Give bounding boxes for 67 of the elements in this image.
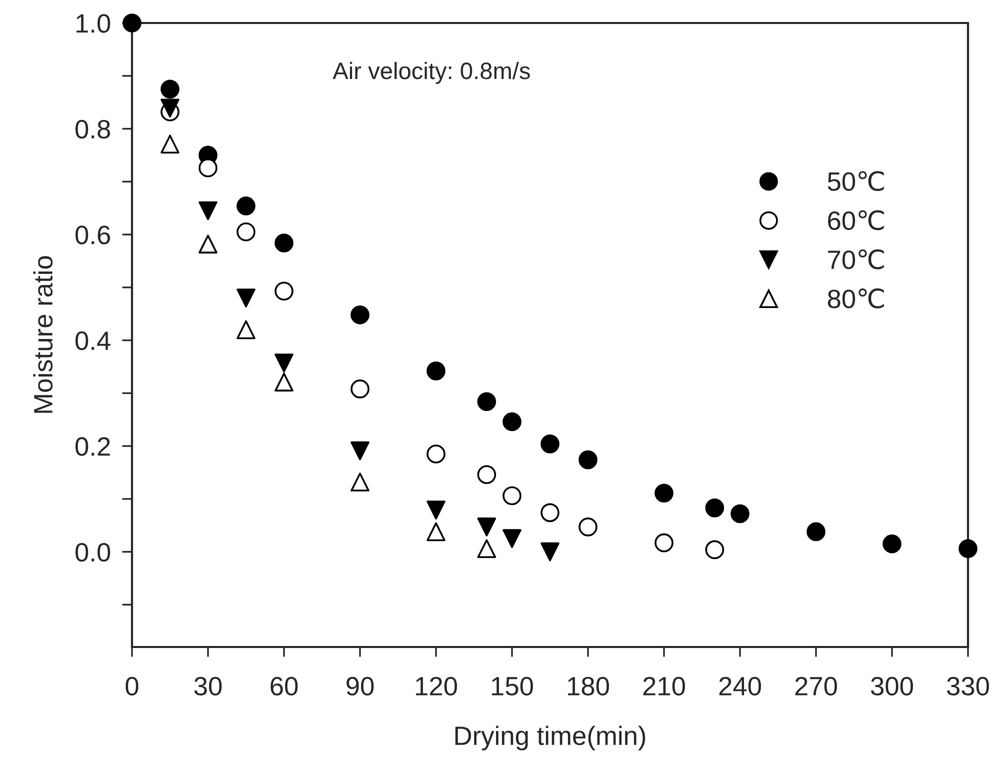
legend-label: 80℃ (828, 288, 884, 308)
point (477, 392, 496, 412)
point (198, 234, 218, 254)
point (540, 503, 560, 522)
point (274, 354, 294, 372)
y-axis-title: Moisture ratio (33, 256, 53, 413)
y-tick-label: 1.0 (76, 14, 110, 33)
y-tick-label: 0.8 (76, 120, 110, 139)
point (160, 134, 180, 154)
y-tick-label: 0.4 (76, 331, 110, 350)
point (426, 522, 446, 542)
x-tick-label: 30 (194, 676, 222, 696)
x-tick-label: 0 (126, 676, 138, 696)
point (705, 498, 724, 518)
point (730, 504, 750, 524)
point (350, 305, 370, 324)
x-tick-label: 330 (946, 676, 989, 696)
point (654, 484, 674, 503)
point (236, 288, 256, 308)
point (958, 539, 978, 558)
point (236, 222, 256, 242)
x-tick-label: 270 (795, 676, 837, 696)
point (350, 380, 370, 398)
x-tick-label: 60 (270, 676, 298, 696)
point (502, 486, 522, 506)
x-tick-label: 180 (568, 676, 609, 696)
x-tick-label: 90 (346, 676, 374, 696)
point (274, 372, 294, 392)
legend-label: 70℃ (828, 249, 884, 270)
point (578, 518, 598, 536)
point (274, 234, 294, 252)
point (705, 540, 724, 560)
point (882, 534, 902, 554)
x-tick-label: 150 (492, 676, 533, 696)
legend-label: 50℃ (828, 171, 884, 192)
point (236, 196, 256, 216)
x-tick-label: 300 (870, 676, 913, 696)
point (477, 518, 496, 536)
point (540, 542, 560, 562)
x-tick-label: 120 (416, 676, 457, 696)
point (274, 282, 294, 301)
x-tick-label: 240 (719, 676, 761, 696)
point (350, 441, 370, 460)
point (477, 539, 496, 558)
point (540, 434, 560, 454)
point (350, 472, 370, 492)
y-tick-label: 0.6 (76, 226, 110, 244)
point (502, 412, 522, 432)
point (198, 158, 218, 178)
point (654, 533, 674, 552)
x-tick-label: 210 (643, 676, 685, 696)
x-axis-title: Drying time(min) (455, 726, 646, 750)
annotation: Air velocity: 0.8m/s (332, 62, 530, 84)
point (477, 465, 496, 484)
point (578, 450, 598, 470)
point (426, 444, 446, 464)
y-tick-label: 0.2 (76, 437, 110, 456)
point (236, 320, 256, 340)
y-tick-label: 0.0 (76, 542, 110, 562)
point (426, 362, 446, 380)
point (426, 500, 446, 520)
point (198, 201, 218, 220)
point (806, 522, 826, 542)
legend-label: 60℃ (828, 210, 884, 230)
point (502, 529, 522, 548)
point (160, 98, 180, 118)
point (160, 80, 180, 99)
